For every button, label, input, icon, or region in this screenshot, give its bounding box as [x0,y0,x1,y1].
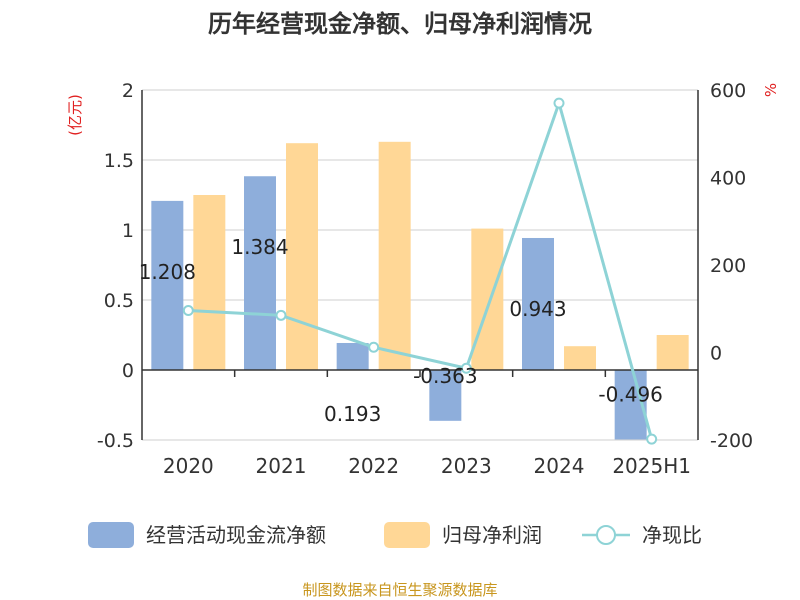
left-tick-label: 2 [122,80,134,102]
category-label: 2023 [441,454,492,478]
category-label: 2024 [534,454,585,478]
legend-label: 经营活动现金流净额 [146,523,326,547]
right-axis-unit: % [762,83,780,97]
net-profit-bar [564,346,596,370]
left-axis-unit: (亿元) [66,94,84,136]
cashflow-value-label: -0.363 [413,364,477,388]
ratio-line [182,97,658,445]
source-note: 制图数据来自恒生聚源数据库 [302,581,497,599]
cashflow-value-label: 1.208 [139,260,196,284]
ratio-line-path [188,98,654,440]
grid-lines [142,89,698,441]
ratio-point [182,305,194,316]
ratio-point [275,309,287,321]
net-profit-bar [656,335,689,370]
ratio-point [553,97,565,109]
cashflow-bar [429,370,462,421]
net-profit-bar [193,195,226,370]
left-tick-label: 0 [122,360,134,382]
net-profit-bar [471,228,504,370]
ratio-point [368,341,380,353]
cashflow-value-label: 1.384 [231,235,288,259]
cashflow-bar [336,342,369,370]
cashflow-bar [151,200,184,370]
left-tick-label: 0.5 [104,290,134,312]
left-tick-label: 1.5 [104,150,134,172]
right-tick-label: 400 [710,168,746,190]
net-profit-bar [378,141,411,370]
net-profit-bar [286,143,318,370]
left-tick-label: -0.5 [97,430,134,452]
cashflow-value-label: 0.943 [509,297,566,321]
legend-marker [596,525,616,545]
right-tick-label: 200 [710,255,746,277]
legend: 经营活动现金流净额 归母净利润 净现比 [88,522,702,548]
cashflow-bar [244,176,276,370]
legend-label: 归母净利润 [442,523,542,547]
cashflow-value-label: -0.496 [598,382,662,406]
right-tick-label: -200 [710,430,753,452]
cashflow-bar [522,237,554,370]
left-tick-label: 1 [122,220,134,242]
category-label: 2020 [163,454,214,478]
data-labels: 1.208 1.384 0.193 -0.363 0.943 -0.496 [139,235,663,426]
cashflow-value-label: 0.193 [324,402,381,426]
axes: 2 1.5 1 0.5 0 -0.5 600 400 200 0 -200 2020 2021 2022 2… [97,80,753,478]
legend-swatch [88,522,134,548]
legend-label: 净现比 [642,523,702,547]
ratio-point [460,362,472,374]
ratio-point [646,433,658,445]
category-label: 2025H1 [612,454,691,478]
bars [151,141,689,440]
category-label: 2022 [348,454,399,478]
chart-title: 历年经营现金净额、归母净利润情况 [208,10,592,38]
category-label: 2021 [256,454,307,478]
right-tick-label: 600 [710,80,746,102]
legend-swatch [384,522,430,548]
right-tick-label: 0 [710,343,722,365]
